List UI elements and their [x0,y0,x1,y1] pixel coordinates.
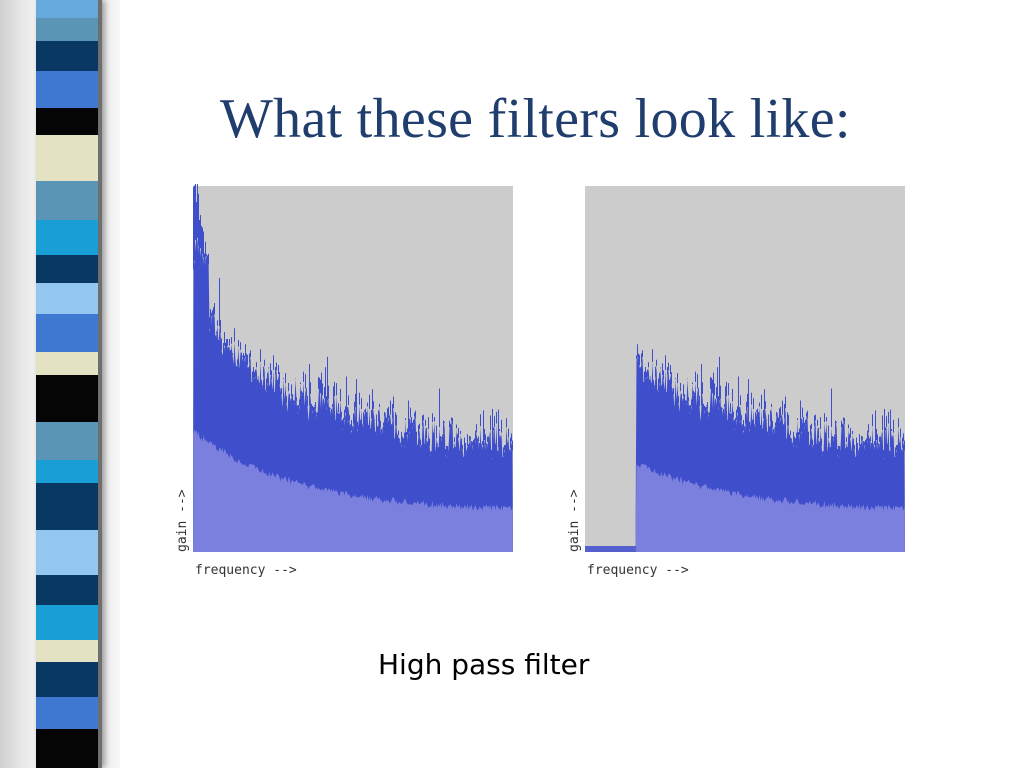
stripe-15 [36,459,98,484]
stripe-20 [36,640,98,662]
stripe-13 [36,375,98,423]
stripe-8 [36,219,98,256]
spectrum-plot-high-pass: frequency --> gain --> [552,184,912,584]
y-axis-label: gain --> [567,489,582,552]
stripe-12 [36,351,98,376]
spectrum-spikes [636,344,905,462]
x-axis-label: frequency --> [195,563,297,578]
spectrum-light-band [193,429,513,552]
stripe-11 [36,314,98,352]
stripe-10 [36,282,98,315]
stripe-17 [36,530,98,576]
slide-title: What these filters look like: [220,88,851,150]
spectrum-light-band [585,463,905,552]
stripe-16 [36,483,98,531]
slide-caption: High pass filter [378,648,590,681]
stripe-3 [36,41,98,71]
stripe-19 [36,604,98,641]
stripe-9 [36,255,98,283]
stripe-23 [36,728,98,768]
decorative-stripe-bar [0,0,120,768]
stopband-baseline [585,546,636,552]
stripe-18 [36,575,98,605]
spectrum-dark-band [193,237,513,552]
stripe-7 [36,180,98,220]
spectrum-svg: frequency --> gain --> [567,186,905,578]
stripe-21 [36,661,98,698]
x-axis-label: frequency --> [587,563,689,578]
stripe-5 [36,108,98,136]
stripe-14 [36,422,98,460]
stripe-22 [36,697,98,729]
spectrum-spikes [193,184,513,462]
y-axis-label: gain --> [175,489,190,552]
spectrum-svg: frequency --> gain --> [175,184,513,578]
stripe-2 [36,17,98,42]
stripe-1 [36,0,98,18]
spectrum-plot-original: frequency --> gain --> [160,184,520,584]
stripe-6 [36,135,98,181]
stripe-column [36,0,102,768]
stripe-4 [36,70,98,108]
